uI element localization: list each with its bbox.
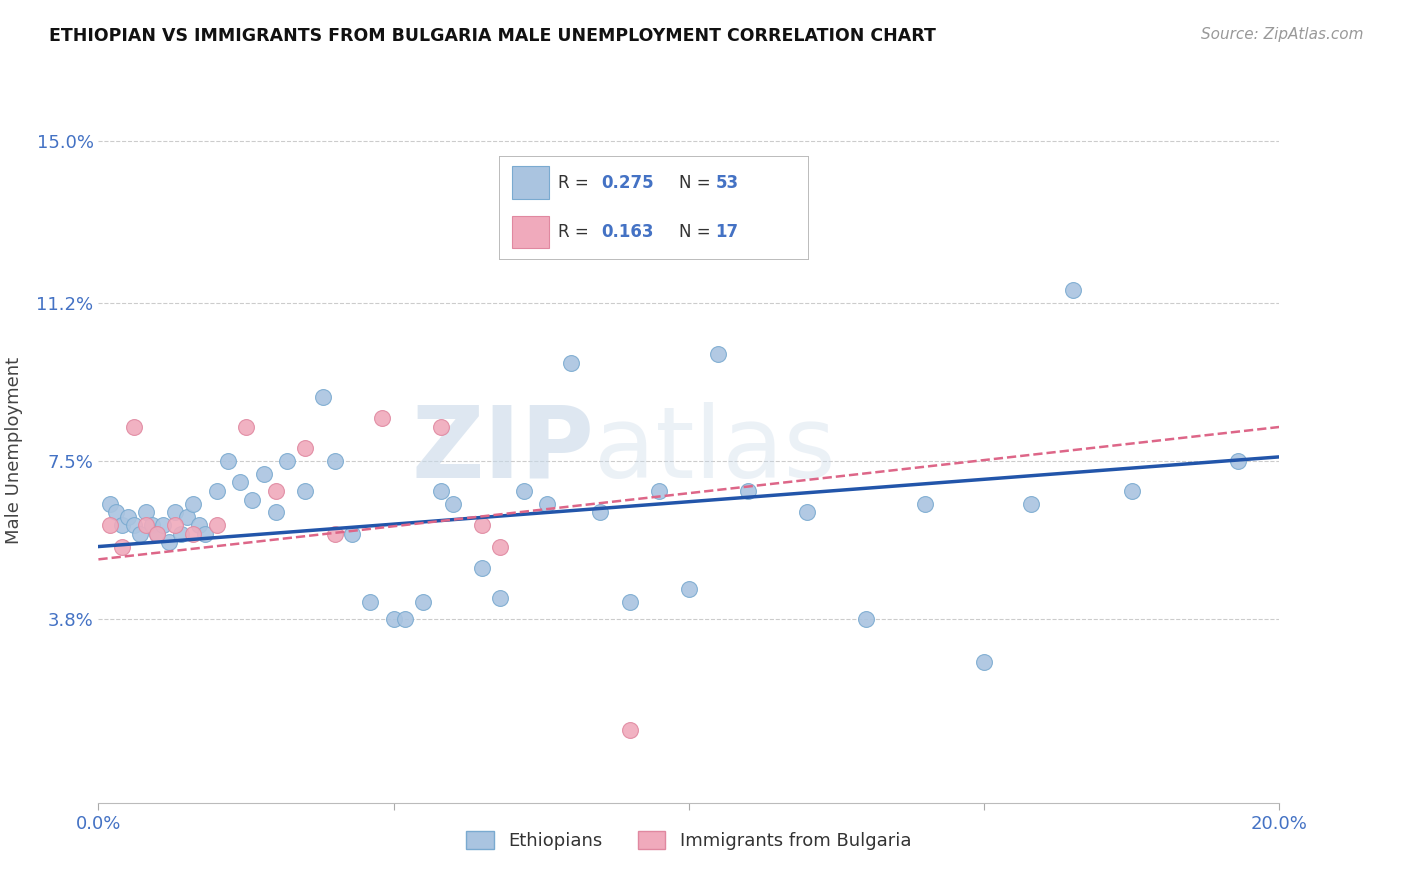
Point [1227, 454, 1250, 468]
Point [589, 505, 612, 519]
Point [194, 526, 217, 541]
Point [342, 526, 364, 541]
Text: 53: 53 [716, 174, 738, 192]
Point [441, 497, 464, 511]
Point [678, 582, 700, 597]
Point [471, 561, 494, 575]
Point [294, 483, 316, 498]
Point [146, 526, 169, 541]
Point [312, 390, 335, 404]
Point [973, 655, 995, 669]
Text: N =: N = [679, 174, 716, 192]
Point [371, 411, 394, 425]
Point [489, 540, 512, 554]
Point [181, 497, 204, 511]
Point [264, 505, 287, 519]
Point [264, 483, 287, 498]
Point [146, 526, 169, 541]
Point [98, 497, 121, 511]
Point [430, 420, 453, 434]
Bar [512, 167, 548, 199]
Point [512, 483, 534, 498]
Point [240, 492, 263, 507]
Point [253, 467, 276, 481]
Text: ETHIOPIAN VS IMMIGRANTS FROM BULGARIA MALE UNEMPLOYMENT CORRELATION CHART: ETHIOPIAN VS IMMIGRANTS FROM BULGARIA MA… [49, 27, 936, 45]
Point [430, 483, 453, 498]
Text: N =: N = [679, 223, 716, 241]
Y-axis label: Male Unemployment: Male Unemployment [4, 357, 22, 544]
Point [276, 454, 298, 468]
Point [382, 612, 405, 626]
Point [141, 518, 163, 533]
Point [187, 518, 209, 533]
Point [619, 595, 641, 609]
Point [152, 518, 174, 533]
Point [235, 420, 257, 434]
Point [98, 518, 121, 533]
Point [359, 595, 381, 609]
Point [229, 475, 252, 490]
Point [323, 526, 346, 541]
Point [648, 483, 671, 498]
Point [117, 509, 139, 524]
Point [619, 723, 641, 738]
Point [471, 518, 494, 533]
Point [737, 483, 759, 498]
Point [165, 518, 187, 533]
Point [914, 497, 936, 511]
Point [323, 454, 346, 468]
Point [394, 612, 416, 626]
Bar [512, 216, 548, 249]
Point [412, 595, 434, 609]
Point [205, 518, 228, 533]
Point [165, 505, 187, 519]
Point [489, 591, 512, 605]
Point [796, 505, 818, 519]
Text: 0.163: 0.163 [602, 223, 654, 241]
Point [205, 483, 228, 498]
Point [135, 518, 157, 533]
Point [105, 505, 128, 519]
Point [181, 526, 204, 541]
Point [157, 535, 180, 549]
Point [135, 505, 157, 519]
Point [111, 540, 134, 554]
Text: ZIP: ZIP [412, 402, 595, 499]
Point [1121, 483, 1143, 498]
Point [294, 442, 316, 456]
Point [707, 347, 730, 361]
Text: 0.275: 0.275 [602, 174, 654, 192]
Point [111, 518, 134, 533]
Point [1062, 283, 1084, 297]
Text: 17: 17 [716, 223, 738, 241]
Point [217, 454, 239, 468]
Point [855, 612, 877, 626]
Legend: Ethiopians, Immigrants from Bulgaria: Ethiopians, Immigrants from Bulgaria [460, 823, 918, 857]
Point [170, 526, 193, 541]
Point [122, 518, 145, 533]
Text: Source: ZipAtlas.com: Source: ZipAtlas.com [1201, 27, 1364, 42]
Point [536, 497, 558, 511]
Point [560, 356, 582, 370]
Point [176, 509, 198, 524]
Text: atlas: atlas [595, 402, 837, 499]
Point [128, 526, 150, 541]
Point [1021, 497, 1043, 511]
Point [122, 420, 145, 434]
Text: R =: R = [558, 174, 593, 192]
Text: R =: R = [558, 223, 593, 241]
